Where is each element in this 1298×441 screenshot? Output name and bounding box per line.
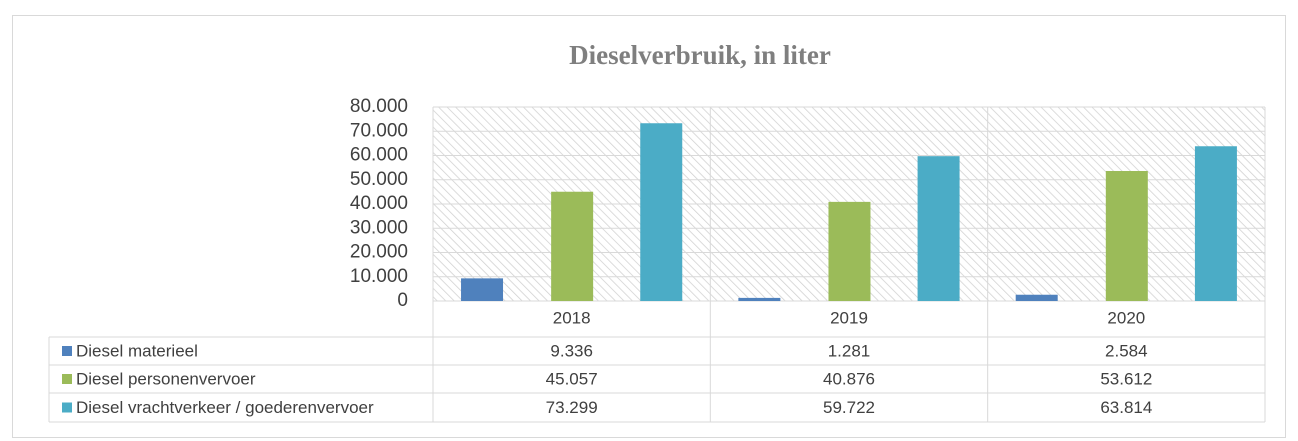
x-tick-label: 2018 <box>553 308 591 327</box>
y-tick-label: 60.000 <box>350 145 408 166</box>
bar <box>917 156 960 301</box>
legend-label: Diesel materieel <box>76 341 198 360</box>
y-tick-label: 10.000 <box>350 266 408 287</box>
table-value: 1.281 <box>828 341 871 360</box>
y-tick-label: 70.000 <box>350 120 408 141</box>
table-value: 73.299 <box>546 398 598 417</box>
bar <box>1015 294 1058 301</box>
table-value: 9.336 <box>550 341 593 360</box>
y-tick-label: 50.000 <box>350 169 408 190</box>
legend-key <box>62 346 72 356</box>
chart-title: Dieselverbruik, in liter <box>569 40 831 70</box>
y-tick-label: 30.000 <box>350 217 408 238</box>
legend-label: Diesel vrachtverkeer / goederenvervoer <box>76 398 374 417</box>
bar <box>640 123 683 301</box>
y-tick-label: 40.000 <box>350 193 408 214</box>
table-value: 53.612 <box>1100 369 1152 388</box>
bar <box>461 278 504 301</box>
x-tick-label: 2020 <box>1107 308 1145 327</box>
table-value: 59.722 <box>823 398 875 417</box>
legend-label: Diesel personenvervoer <box>76 369 256 388</box>
legend-key <box>62 374 72 384</box>
y-tick-label: 80.000 <box>350 96 408 117</box>
legend-key <box>62 402 72 413</box>
bar <box>1105 170 1148 301</box>
x-tick-label: 2019 <box>830 308 868 327</box>
table-value: 63.814 <box>1100 398 1152 417</box>
table-value: 2.584 <box>1105 341 1148 360</box>
y-tick-label: 0 <box>397 290 408 311</box>
table-value: 40.876 <box>823 369 875 388</box>
table-value: 45.057 <box>546 369 598 388</box>
bar <box>551 191 594 301</box>
bar <box>828 201 871 301</box>
bar <box>738 297 781 301</box>
bar <box>1194 146 1237 301</box>
y-tick-label: 20.000 <box>350 242 408 263</box>
